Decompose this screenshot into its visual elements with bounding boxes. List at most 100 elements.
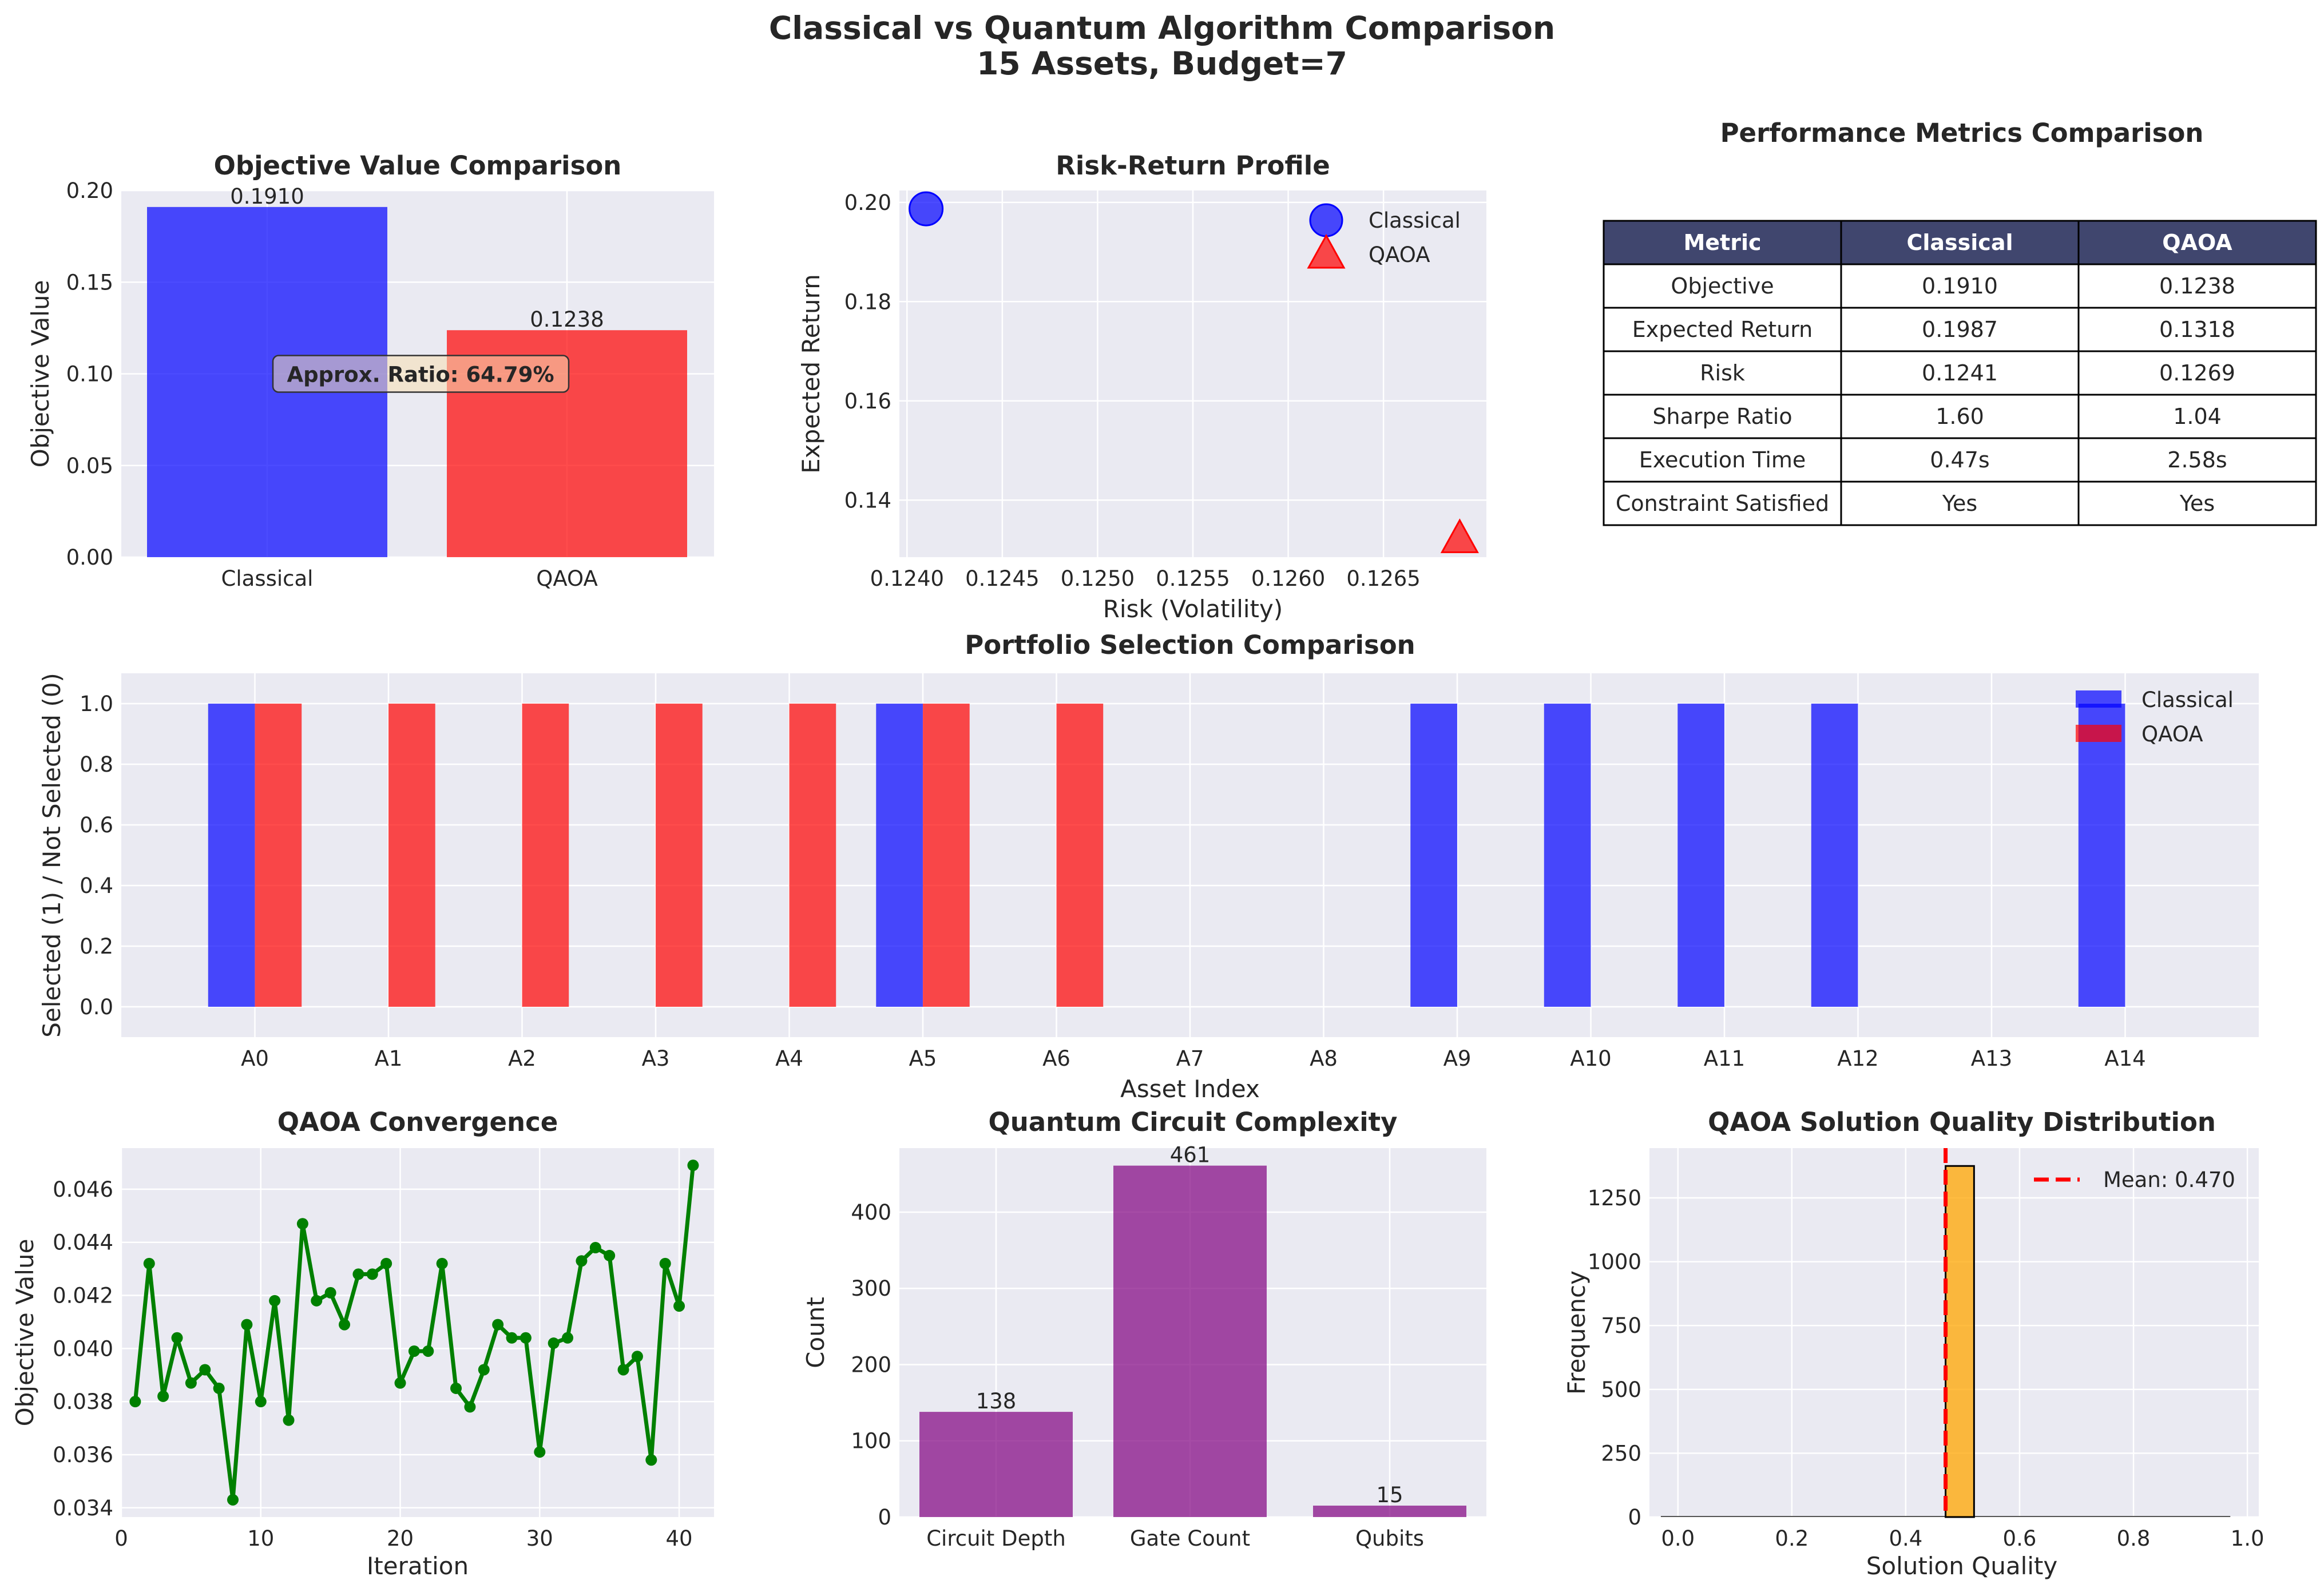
- convergence-point: [241, 1319, 253, 1331]
- chart-title: Objective Value Comparison: [214, 150, 622, 181]
- y-tick-label: 0.036: [53, 1443, 113, 1467]
- y-tick-label: 0.16: [844, 389, 891, 414]
- y-tick-label: 0: [878, 1505, 891, 1530]
- legend-label-qaoa: QAOA: [2141, 722, 2203, 747]
- bar-qaoa-a4: [789, 704, 836, 1007]
- y-tick-label: 100: [851, 1429, 891, 1454]
- convergence-point: [227, 1494, 239, 1506]
- y-tick-label: 0.038: [53, 1389, 113, 1414]
- table-cell-text: Yes: [2179, 491, 2215, 516]
- convergence-point: [450, 1382, 462, 1394]
- y-tick-label: 750: [1601, 1313, 1641, 1338]
- convergence-point: [659, 1257, 671, 1269]
- bar-value-label: 138: [976, 1389, 1017, 1414]
- legend-marker-qaoa: [1307, 233, 1346, 269]
- table-cell-text: Execution Time: [1639, 447, 1806, 473]
- y-tick-label: 0.18: [844, 289, 891, 314]
- y-tick-label: 400: [851, 1200, 891, 1225]
- table-cell: [1840, 481, 2080, 526]
- figure-title: Classical vs Quantum Algorithm Compariso…: [769, 10, 1555, 46]
- x-tick-label: A4: [775, 1046, 803, 1071]
- y-tick-label: 0.05: [66, 454, 113, 478]
- x-tick-label: 0: [114, 1526, 128, 1551]
- table-cell-text: Expected Return: [1632, 317, 1813, 342]
- x-tick-label: 40: [666, 1526, 693, 1551]
- table-cell-text: Sharpe Ratio: [1652, 404, 1792, 429]
- y-tick-label: 0.4: [80, 874, 113, 898]
- convergence-point: [519, 1332, 532, 1344]
- convergence-point: [687, 1160, 699, 1172]
- x-tick-label: A11: [1704, 1046, 1745, 1071]
- y-axis-label: Count: [802, 1297, 830, 1368]
- convergence-point: [380, 1257, 392, 1269]
- point-classical: [909, 191, 944, 227]
- convergence-point: [492, 1319, 504, 1331]
- y-axis-label: Selected (1) / Not Selected (0): [38, 673, 66, 1038]
- convergence-point: [352, 1268, 364, 1280]
- x-tick-label: A3: [642, 1046, 670, 1071]
- convergence-point: [464, 1401, 476, 1413]
- convergence-point: [394, 1377, 406, 1389]
- histogram-bar: [1945, 1165, 1975, 1518]
- x-tick-label: 20: [387, 1526, 414, 1551]
- convergence-point: [604, 1249, 616, 1261]
- legend-label-mean: Mean: 0.470: [2103, 1168, 2235, 1192]
- x-tick-label: 0.1265: [1346, 566, 1420, 591]
- x-tick-label: A12: [1837, 1046, 1878, 1071]
- convergence-point: [408, 1345, 420, 1357]
- table-header-cell: [2077, 220, 2317, 265]
- convergence-point: [339, 1319, 351, 1331]
- x-tick-label: A1: [375, 1046, 403, 1071]
- approx-ratio-annotation: Approx. Ratio: 64.79%: [287, 363, 554, 387]
- x-tick-label: A13: [1971, 1046, 2012, 1071]
- solution-quality-chart: 0 250 500 750 1000 1250 0.0 0.2 0.4 0.6 0.8 1.0 QAOA…: [1562, 1107, 2264, 1580]
- y-tick-label: 0.8: [80, 752, 113, 777]
- chart-title: Quantum Circuit Complexity: [988, 1107, 1397, 1137]
- table-cell-text: Constraint Satisfied: [1616, 491, 1829, 516]
- convergence-point: [576, 1255, 588, 1267]
- table-cell-text: 0.1910: [1922, 273, 1998, 299]
- table-cell-text: 0.1238: [2159, 273, 2235, 299]
- y-axis-label: Expected Return: [797, 274, 825, 474]
- x-axis-label: Asset Index: [1120, 1075, 1260, 1103]
- table-cell: [1603, 394, 1842, 439]
- table-cell: [2077, 263, 2317, 309]
- x-tick-label: 10: [247, 1526, 274, 1551]
- y-tick-label: 0.20: [66, 178, 113, 203]
- y-tick-label: 0.14: [844, 488, 891, 513]
- table-cell-text: 0.47s: [1930, 447, 1989, 473]
- bar-circuit-depth: [919, 1412, 1073, 1517]
- y-tick-label: 0.00: [66, 545, 113, 570]
- x-tick-label: 0.1250: [1061, 566, 1135, 591]
- chart-title: QAOA Solution Quality Distribution: [1708, 1107, 2216, 1137]
- table-cell: [1603, 263, 1842, 309]
- convergence-point: [157, 1390, 169, 1402]
- y-tick-label: 0.10: [66, 362, 113, 387]
- x-tick-label: 0.8: [2117, 1526, 2151, 1551]
- x-tick-label: A2: [508, 1046, 536, 1071]
- circuit-complexity-chart: 138 461 15 0 100 200 300 400 Circuit Depth Gate C…: [802, 1107, 1486, 1551]
- x-tick-label: 0.6: [2003, 1526, 2037, 1551]
- x-tick-label: A10: [1570, 1046, 1611, 1071]
- convergence-point: [324, 1287, 336, 1299]
- y-tick-label: 250: [1601, 1441, 1641, 1466]
- x-tick-label: A9: [1443, 1046, 1472, 1071]
- x-tick-label: Classical: [221, 566, 314, 591]
- x-tick-label: 0.1260: [1251, 566, 1325, 591]
- convergence-point: [255, 1396, 267, 1408]
- qaoa-convergence-chart: 0.034 0.036 0.038 0.040 0.042 0.044 0.046 0 10 20…: [11, 1107, 714, 1580]
- y-tick-label: 0.044: [53, 1230, 113, 1255]
- convergence-point: [143, 1257, 155, 1269]
- bar-classical-a11: [1677, 704, 1724, 1007]
- table-header-text: Classical: [1906, 230, 2013, 255]
- approx-ratio-box: [272, 355, 570, 393]
- table-cell: [2077, 307, 2317, 352]
- bar-value-label: 15: [1376, 1483, 1403, 1507]
- x-tick-label: Qubits: [1355, 1526, 1424, 1551]
- bar-gate-count: [1113, 1165, 1267, 1517]
- convergence-point: [269, 1295, 281, 1307]
- legend-marker-classical: [1309, 203, 1343, 237]
- bar-qubits: [1313, 1506, 1466, 1517]
- table-cell-text: 2.58s: [2167, 447, 2227, 473]
